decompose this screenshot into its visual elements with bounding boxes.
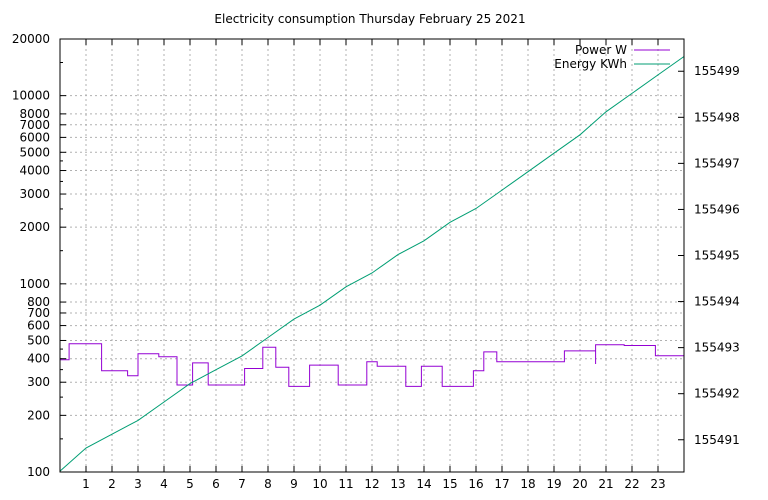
x-tick-label: 12 (364, 477, 379, 491)
x-tick-label: 17 (494, 477, 509, 491)
x-tick-label: 23 (650, 477, 665, 491)
y-left-tick-label: 1000 (19, 277, 50, 291)
x-tick-label: 18 (520, 477, 535, 491)
ticks: 1 2 3 4 5 6 7 8 9 10 11 12 13 14 15 16 17 18 19 20 21 22 23100… (12, 32, 740, 491)
y-left-tick-label: 20000 (12, 32, 50, 46)
y-left-tick-label: 500 (27, 333, 50, 347)
x-tick-label: 7 (238, 477, 246, 491)
x-tick-label: 20 (572, 477, 587, 491)
y-left-tick-label: 200 (27, 408, 50, 422)
y-left-tick-label: 7000 (19, 118, 50, 132)
y-left-tick-label: 800 (27, 295, 50, 309)
x-tick-label: 1 (82, 477, 90, 491)
y-left-tick-label: 8000 (19, 107, 50, 121)
y-left-tick-label: 700 (27, 306, 50, 320)
y-left-tick-label: 4000 (19, 164, 50, 178)
x-tick-label: 2 (108, 477, 116, 491)
x-tick-label: 13 (390, 477, 405, 491)
x-tick-label: 8 (264, 477, 272, 491)
x-tick-label: 19 (546, 477, 561, 491)
grid (60, 38, 684, 473)
x-tick-label: 15 (442, 477, 457, 491)
x-tick-label: 22 (624, 477, 639, 491)
y-left-tick-label: 10000 (12, 89, 50, 103)
x-tick-label: 9 (290, 477, 298, 491)
x-tick-label: 16 (468, 477, 483, 491)
x-tick-label: 21 (598, 477, 613, 491)
x-tick-label: 5 (186, 477, 194, 491)
y-right-tick-label: 155499 (694, 64, 740, 78)
y-right-tick-label: 155495 (694, 249, 740, 263)
x-tick-label: 4 (160, 477, 168, 491)
y-right-tick-label: 155493 (694, 341, 740, 355)
y-right-tick-label: 155498 (694, 110, 740, 124)
y-left-tick-label: 5000 (19, 145, 50, 159)
y-left-tick-label: 100 (27, 465, 50, 479)
legend-label: Power W (575, 43, 627, 57)
y-left-tick-label: 2000 (19, 220, 50, 234)
x-tick-label: 10 (312, 477, 327, 491)
y-right-tick-label: 155492 (694, 387, 740, 401)
y-left-tick-label: 300 (27, 375, 50, 389)
x-tick-label: 11 (338, 477, 353, 491)
y-right-tick-label: 155494 (694, 295, 740, 309)
power-w-line (60, 343, 685, 387)
y-left-tick-label: 3000 (19, 187, 50, 201)
y-left-tick-label: 400 (27, 352, 50, 366)
energy-kwh-line (59, 56, 685, 472)
y-right-tick-label: 155496 (694, 202, 740, 216)
y-right-tick-label: 155497 (694, 156, 740, 170)
legend-label: Energy KWh (554, 57, 627, 71)
y-left-tick-label: 6000 (19, 130, 50, 144)
y-right-tick-label: 155491 (694, 433, 740, 447)
x-tick-label: 3 (134, 477, 142, 491)
y-left-tick-label: 600 (27, 319, 50, 333)
series-group (59, 56, 685, 472)
x-tick-label: 6 (212, 477, 220, 491)
chart-title: Electricity consumption Thursday Februar… (214, 12, 525, 26)
x-tick-label: 14 (416, 477, 431, 491)
